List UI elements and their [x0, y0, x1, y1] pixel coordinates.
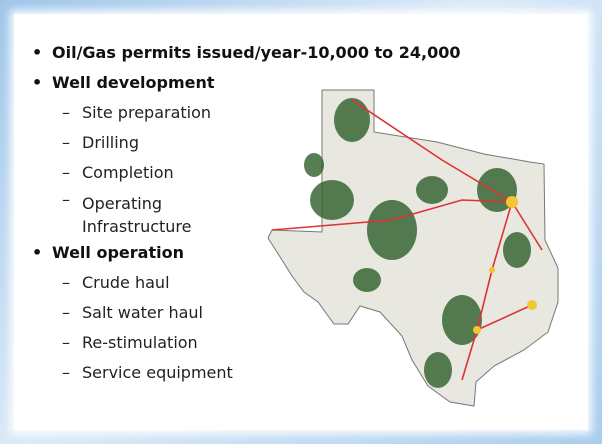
- sub-list: – Site preparation – Drilling – Completion – Op…: [52, 98, 570, 238]
- sub-marker: –: [62, 303, 70, 322]
- bullet-text: Well operation: [52, 243, 184, 262]
- bullet-text: Oil/Gas permits issued/year-10,000 to 24…: [52, 43, 461, 62]
- sub-text: Service equipment: [82, 363, 233, 382]
- sub-item: – Re-stimulation: [62, 328, 570, 358]
- sub-item: – Crude haul: [62, 268, 570, 298]
- bullet-marker: •: [32, 243, 43, 262]
- bullet: • Well operation – Crude haul – Salt water ha…: [30, 238, 570, 388]
- sub-item: – Site preparation: [62, 98, 570, 128]
- highways: [271, 99, 543, 381]
- sub-text: Operating Infrastructure: [82, 194, 192, 236]
- sub-item: – Service equipment: [62, 358, 570, 388]
- sub-marker: –: [62, 273, 70, 292]
- sub-marker: –: [62, 190, 70, 209]
- sub-text: Crude haul: [82, 273, 170, 292]
- sub-text: Completion: [82, 163, 174, 182]
- sub-item: – Drilling: [62, 128, 570, 158]
- sub-item: – Completion: [62, 158, 570, 188]
- bullet-marker: •: [32, 73, 43, 92]
- sub-item: – Operating Infrastructure: [62, 188, 232, 238]
- bullet: • Well development – Site preparation – Drill…: [30, 68, 570, 238]
- sub-marker: –: [62, 333, 70, 352]
- sub-text: Re-stimulation: [82, 333, 198, 352]
- sub-marker: –: [62, 163, 70, 182]
- sub-marker: –: [62, 363, 70, 382]
- cities: [473, 196, 537, 334]
- sub-text: Site preparation: [82, 103, 212, 122]
- bullet-text: Well development: [52, 73, 215, 92]
- bullet-marker: •: [32, 43, 43, 62]
- sub-list: – Crude haul – Salt water haul – Re-stimulati…: [52, 268, 570, 388]
- well-clusters: [304, 98, 531, 388]
- sub-marker: –: [62, 133, 70, 152]
- sub-marker: –: [62, 103, 70, 122]
- sub-text: Drilling: [82, 133, 139, 152]
- sub-item: – Salt water haul: [62, 298, 570, 328]
- bullet-list: • Oil/Gas permits issued/year-10,000 to 2…: [30, 38, 570, 388]
- texas-map: [267, 89, 559, 407]
- sub-text: Salt water haul: [82, 303, 203, 322]
- bullet: • Oil/Gas permits issued/year-10,000 to 2…: [30, 38, 570, 68]
